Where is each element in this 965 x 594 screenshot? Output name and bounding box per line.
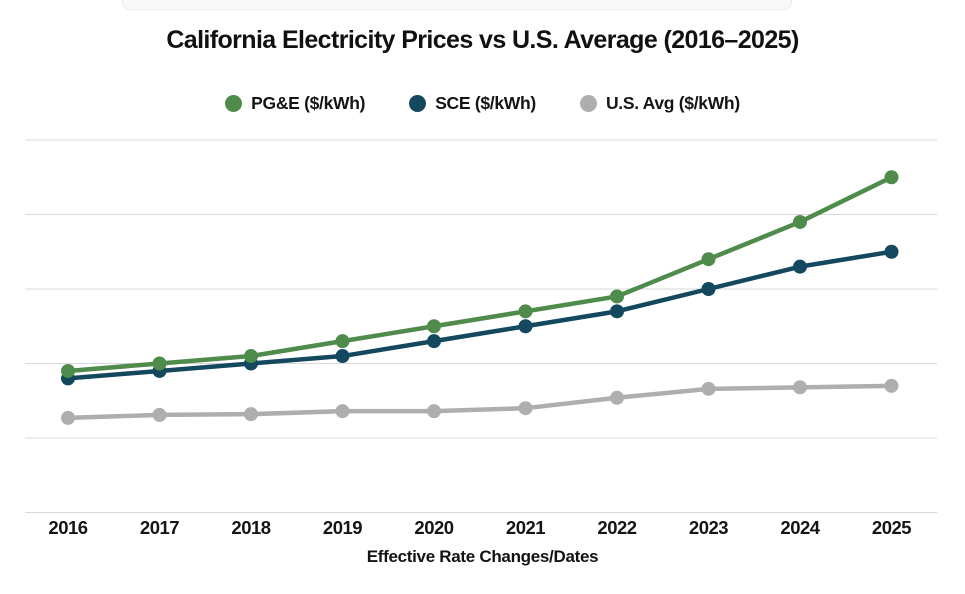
data-point-2-2020 xyxy=(427,404,441,419)
data-point-0-2017 xyxy=(152,356,167,371)
x-tick-label-2018: 2018 xyxy=(231,517,270,538)
data-point-0-2024 xyxy=(793,214,807,229)
data-point-0-2020 xyxy=(427,319,441,334)
data-point-2-2025 xyxy=(884,378,899,393)
x-tick-label-2025: 2025 xyxy=(872,517,911,538)
x-tick-label-2021: 2021 xyxy=(506,517,545,538)
x-tick-label-2023: 2023 xyxy=(689,517,728,538)
series-line-0 xyxy=(67,175,893,374)
chart-title: California Electricity Prices vs U.S. Av… xyxy=(166,26,799,54)
x-tick-label-2016: 2016 xyxy=(48,517,87,538)
x-tick-label-2019: 2019 xyxy=(323,517,362,538)
data-point-1-2021 xyxy=(518,319,533,334)
x-axis-title: Effective Rate Changes/Dates xyxy=(366,547,599,566)
x-tick-label-2020: 2020 xyxy=(414,517,453,538)
data-point-2-2019 xyxy=(335,404,350,419)
data-point-0-2023 xyxy=(701,252,716,267)
legend-dot-usavg-icon xyxy=(579,95,597,112)
data-point-1-2019 xyxy=(335,349,350,364)
legend-item-pge: PG&E ($/kWh) xyxy=(225,93,365,114)
data-point-0-2022 xyxy=(610,289,624,304)
x-tick-label-2024: 2024 xyxy=(780,517,820,538)
data-point-0-2021 xyxy=(518,304,533,319)
legend-dot-sce-icon xyxy=(409,95,427,112)
chart-legend: PG&E ($/kWh) SCE ($/kWh) U.S. Avg ($/kWh… xyxy=(0,93,965,114)
data-point-0-2018 xyxy=(244,349,258,364)
data-point-1-2023 xyxy=(701,282,716,296)
x-tick-label-2022: 2022 xyxy=(597,517,636,538)
series-line-2 xyxy=(67,383,892,421)
data-point-0-2016 xyxy=(61,363,75,378)
legend-dot-pge-icon xyxy=(225,95,243,112)
legend-label-pge: PG&E ($/kWh) xyxy=(251,93,366,113)
data-point-0-2019 xyxy=(335,334,350,349)
data-point-1-2025 xyxy=(884,244,899,259)
data-point-1-2020 xyxy=(427,334,441,349)
data-point-2-2016 xyxy=(61,410,75,425)
data-point-2-2018 xyxy=(244,407,258,422)
legend-label-usavg: U.S. Avg ($/kWh) xyxy=(605,93,740,113)
data-point-0-2025 xyxy=(884,170,899,185)
x-tick-label-2017: 2017 xyxy=(140,517,179,538)
data-point-1-2024 xyxy=(793,259,807,274)
legend-label-sce: SCE ($/kWh) xyxy=(435,93,536,113)
data-point-2-2017 xyxy=(152,407,167,422)
data-point-2-2021 xyxy=(518,401,533,416)
data-point-2-2022 xyxy=(610,390,624,405)
legend-item-sce: SCE ($/kWh) xyxy=(409,93,536,114)
data-point-1-2022 xyxy=(610,304,624,319)
data-point-2-2023 xyxy=(701,381,716,396)
series-line-1 xyxy=(67,249,892,381)
data-point-2-2024 xyxy=(793,380,807,395)
legend-item-usavg: U.S. Avg ($/kWh) xyxy=(579,93,740,114)
